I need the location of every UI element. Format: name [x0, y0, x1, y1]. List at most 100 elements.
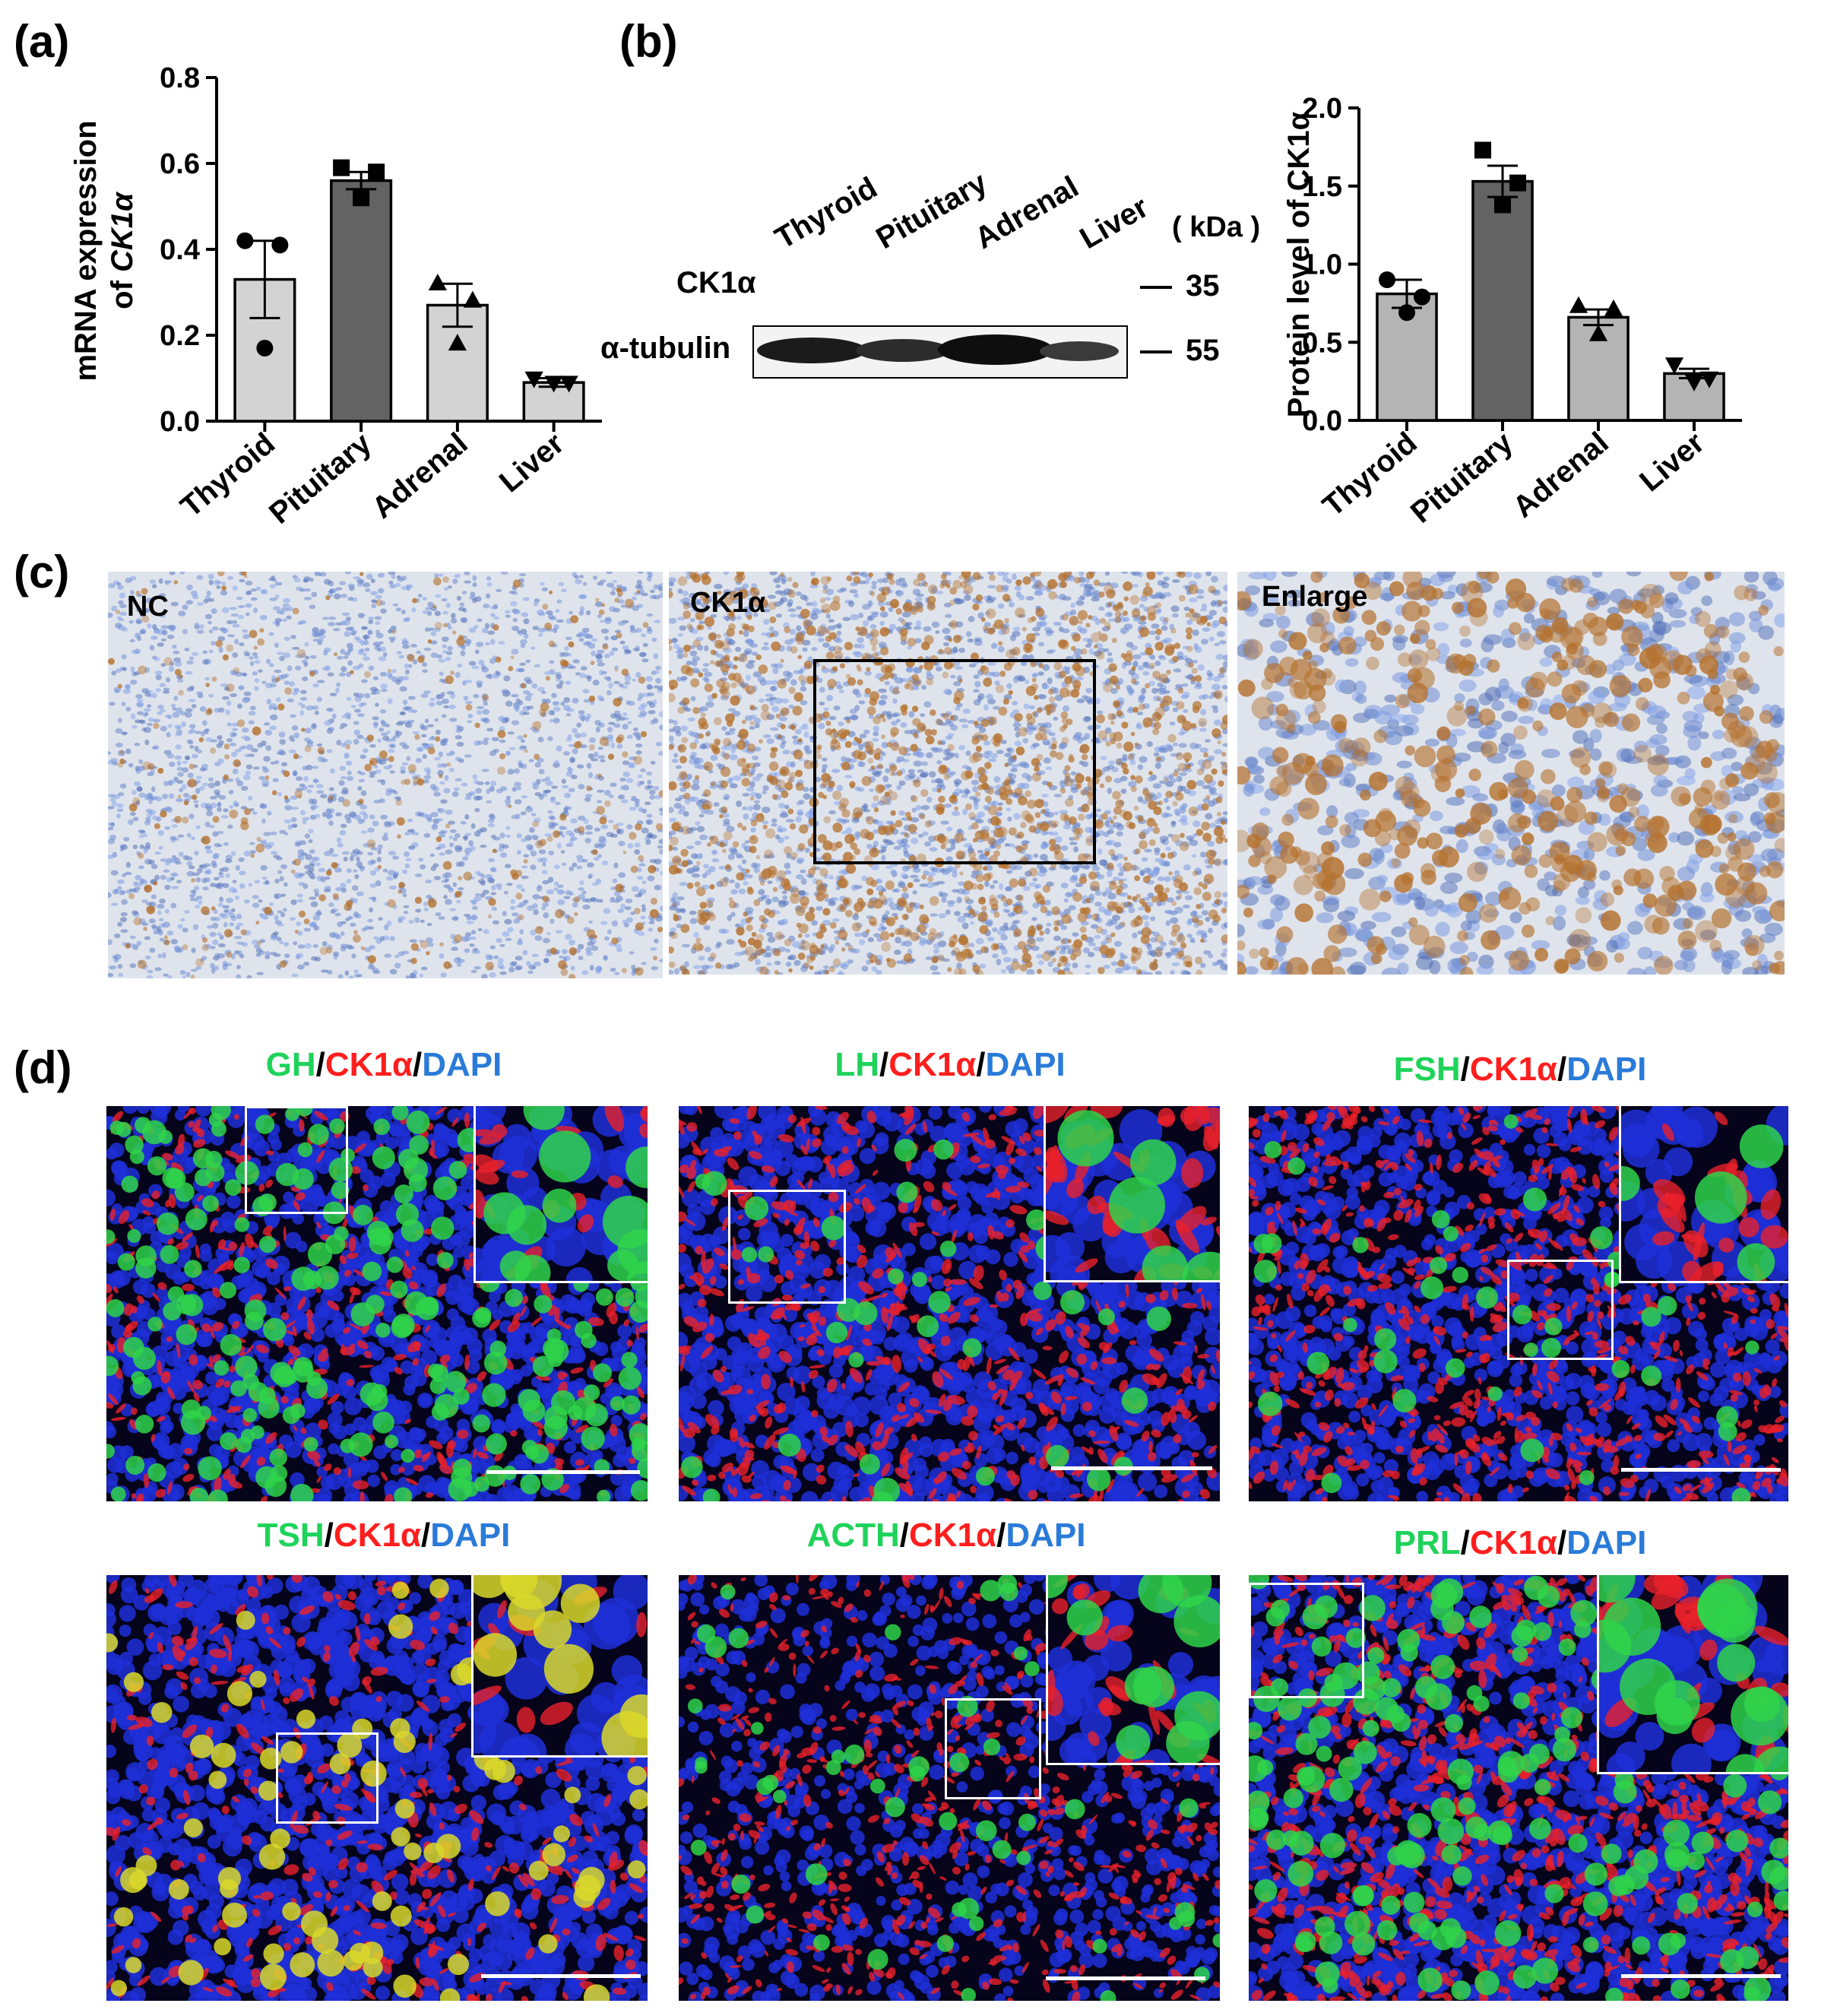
y-tick-label: 0.5	[1302, 327, 1342, 359]
if-image-lh	[679, 1106, 1220, 1501]
scale-bar	[1621, 1468, 1781, 1472]
x-tick-label: Liver	[1633, 426, 1711, 498]
blot-row-label: CK1α	[676, 266, 756, 300]
y-tick-label: 0.6	[160, 148, 200, 180]
inset-source-box	[276, 1732, 378, 1824]
data-point	[1379, 271, 1395, 289]
fluorescence-texture	[106, 1106, 648, 1501]
x-tick-label: Pituitary	[263, 426, 378, 531]
if-title-marker: ACTH	[807, 1517, 900, 1554]
fluorescence-texture	[1046, 1106, 1220, 1280]
inset-enlarged	[471, 1575, 648, 1758]
if-image-acth	[679, 1575, 1220, 2001]
blot-kda-unit: ( kDa )	[1172, 211, 1260, 244]
y-tick-label: 0.2	[160, 320, 200, 352]
data-point	[559, 376, 578, 393]
data-point	[1604, 299, 1623, 316]
if-image-tsh	[106, 1575, 648, 2001]
if-title-target: CK1α	[888, 1046, 976, 1083]
inset-source-box	[945, 1698, 1041, 1799]
data-point	[1398, 304, 1415, 322]
data-point	[428, 274, 447, 290]
y-tick-label: 0.8	[160, 62, 200, 94]
if-title-separator: /	[1557, 1051, 1566, 1088]
fluorescence-texture	[679, 1575, 1220, 2001]
data-point	[448, 334, 467, 351]
blot-lane-label: Adrenal	[970, 170, 1085, 256]
blot-row-label: α-tubulin	[600, 331, 730, 366]
blot-marker-dash	[1140, 286, 1172, 289]
inset-enlarged	[1044, 1106, 1220, 1282]
ihc-image-label: NC	[127, 591, 169, 623]
x-tick-label: Adrenal	[1506, 426, 1614, 524]
if-title-target: CK1α	[909, 1517, 996, 1554]
if-title-separator: /	[976, 1046, 985, 1083]
if-title-marker: PRL	[1394, 1524, 1461, 1561]
data-point	[463, 290, 482, 308]
bar	[330, 179, 393, 423]
data-point	[1569, 296, 1588, 313]
bar	[1471, 179, 1534, 422]
if-title: PRL/CK1α/DAPI	[1292, 1524, 1748, 1562]
inset-enlarged	[1619, 1106, 1788, 1283]
data-point	[333, 159, 350, 176]
x-tick-label: Thyroid	[175, 426, 282, 524]
if-title-separator: /	[900, 1517, 909, 1554]
blot-lane-label: Thyroid	[770, 171, 884, 256]
if-title: ACTH/CK1α/DAPI	[718, 1517, 1174, 1555]
if-title-target: CK1α	[325, 1046, 413, 1083]
tissue-texture	[1237, 572, 1785, 975]
blot-marker-value: 55	[1186, 334, 1220, 368]
data-point	[256, 339, 274, 357]
if-title-target: CK1α	[1470, 1524, 1557, 1561]
if-title-marker: LH	[835, 1046, 879, 1083]
inset-source-box	[245, 1106, 348, 1214]
if-title: LH/CK1α/DAPI	[722, 1046, 1178, 1084]
data-point	[1684, 374, 1704, 391]
y-axis-label: of CK1α	[106, 191, 139, 309]
x-tick-label: Pituitary	[1405, 426, 1519, 530]
blot-lane-label: Pituitary	[871, 166, 993, 256]
if-title: GH/CK1α/DAPI	[156, 1046, 612, 1084]
scale-bar	[481, 1974, 641, 1978]
fluorescence-texture	[476, 1106, 648, 1281]
if-title-target: CK1α	[334, 1517, 421, 1554]
y-axis-label: Protein level of CK1α	[1282, 111, 1316, 417]
panel-d-letter: (d)	[14, 1041, 72, 1094]
blot-strip-tubulin	[752, 325, 1128, 379]
if-title-stain: DAPI	[1006, 1517, 1085, 1554]
if-image-gh	[106, 1106, 648, 1501]
if-title-separator: /	[879, 1046, 888, 1083]
data-point	[368, 163, 385, 181]
inset-enlarged	[474, 1106, 648, 1283]
if-title-stain: DAPI	[986, 1046, 1066, 1083]
panel-b-letter: (b)	[619, 15, 678, 68]
blot-marker-value: 35	[1186, 269, 1220, 303]
y-tick-label: 0.0	[1302, 405, 1342, 437]
enlarge-region-box	[813, 659, 1096, 864]
fluorescence-texture	[1249, 1575, 1788, 2001]
data-point	[544, 376, 563, 393]
scale-bar	[486, 1470, 640, 1474]
inset-enlarged	[1597, 1575, 1788, 1774]
data-point	[524, 371, 543, 388]
ihc-image-enlarge: Enlarge	[1237, 572, 1785, 975]
fluorescence-texture	[1621, 1106, 1788, 1281]
inset-source-box	[1507, 1260, 1614, 1360]
if-title-separator: /	[1461, 1051, 1470, 1088]
inset-source-box	[1249, 1583, 1364, 1698]
if-title: TSH/CK1α/DAPI	[156, 1517, 612, 1555]
blot-marker-dash	[1140, 350, 1172, 353]
inset-source-box	[728, 1190, 846, 1304]
x-tick-label: Adrenal	[366, 426, 474, 525]
if-title-marker: GH	[266, 1046, 316, 1083]
ihc-image-ck1a: CK1α	[669, 572, 1227, 975]
if-title-target: CK1α	[1470, 1051, 1557, 1088]
fluorescence-texture	[1048, 1575, 1220, 1763]
scale-bar	[1621, 1974, 1781, 1978]
tissue-texture	[108, 572, 663, 978]
bar	[1376, 292, 1438, 422]
panel-a-letter: (a)	[14, 15, 69, 68]
